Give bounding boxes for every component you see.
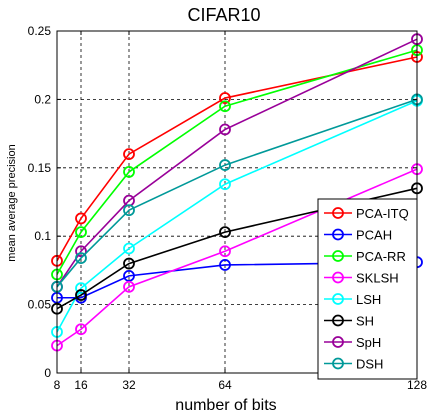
chart-title: CIFAR10 xyxy=(187,5,260,25)
x-tick-label: 128 xyxy=(407,378,427,392)
data-point-sklsh xyxy=(123,280,135,293)
legend-marker-pca-itq xyxy=(332,207,344,219)
data-point-lsh xyxy=(123,242,135,255)
data-point-sh xyxy=(75,289,87,301)
legend-marker-lsh xyxy=(332,293,344,305)
legend-label-sh: SH xyxy=(356,314,374,329)
data-point-pcah xyxy=(219,259,231,271)
axes: 8 16 32 64 128 0 0.05 0.1 0.15 0.2 0.25 xyxy=(28,24,428,392)
legend-box xyxy=(317,198,418,380)
legend-label-lsh: LSH xyxy=(356,292,381,307)
y-tick-label: 0.1 xyxy=(34,229,51,243)
series-line-sph xyxy=(56,38,418,288)
data-point-sh xyxy=(219,226,231,238)
data-point-dsh xyxy=(123,204,135,217)
data-point-sh xyxy=(123,257,135,270)
series-line-pcah xyxy=(57,261,418,299)
legend-label-sklsh: SKLSH xyxy=(356,271,399,286)
y-axis-label: mean average precision xyxy=(6,144,18,261)
legend: PCA-ITQ PCAH PCA-RR SKLSH LSH SH SpH DSH xyxy=(317,198,418,380)
x-tick-label: 8 xyxy=(54,378,61,392)
data-point-pca-rr xyxy=(75,226,87,238)
data-point-pca-itq xyxy=(219,92,231,104)
legend-label-pca-rr: PCA-RR xyxy=(356,249,406,264)
data-point-sph xyxy=(219,123,231,136)
series-line-sh xyxy=(56,187,418,310)
series-line-lsh xyxy=(56,100,418,333)
data-point-dsh xyxy=(75,252,87,264)
data-point-lsh xyxy=(219,178,231,191)
data-point-pca-rr xyxy=(123,166,135,178)
data-point-dsh xyxy=(219,159,231,171)
x-tick-label: 64 xyxy=(218,378,232,392)
x-tick-label: 32 xyxy=(122,378,136,392)
data-point-sklsh xyxy=(219,245,231,258)
data-point-pca-itq xyxy=(75,212,87,225)
y-tick-label: 0.25 xyxy=(28,24,52,38)
data-point-pca-itq xyxy=(123,148,135,161)
data-point-pcah xyxy=(123,269,135,282)
legend-marker-sklsh xyxy=(332,271,344,284)
legend-marker-pca-rr xyxy=(332,250,344,262)
legend-marker-sh xyxy=(332,314,344,327)
series-line-dsh xyxy=(56,98,418,288)
x-axis-label: number of bits xyxy=(175,397,276,414)
y-tick-label: 0 xyxy=(44,366,51,380)
legend-label-pcah: PCAH xyxy=(356,228,392,243)
legend-label-sph: SpH xyxy=(356,335,381,350)
legend-marker-dsh xyxy=(332,357,344,370)
series-line-pca-itq xyxy=(56,56,418,262)
series-line-pca-rr xyxy=(56,49,418,275)
legend-marker-sph xyxy=(332,336,344,348)
legend-marker-pcah xyxy=(332,228,344,241)
grid xyxy=(57,31,417,373)
data-point-sklsh xyxy=(75,323,87,336)
y-tick-label: 0.15 xyxy=(28,161,52,175)
y-tick-label: 0.05 xyxy=(28,298,52,312)
legend-label-dsh: DSH xyxy=(356,357,383,372)
series-line-sklsh xyxy=(56,168,418,347)
x-tick-label: 16 xyxy=(74,378,88,392)
series-lines xyxy=(51,33,423,352)
data-point-sph xyxy=(75,245,87,258)
legend-label-pca-itq: PCA-ITQ xyxy=(356,206,409,221)
data-point-lsh xyxy=(75,282,87,295)
data-point-pca-rr xyxy=(219,100,231,113)
y-tick-label: 0.2 xyxy=(34,92,51,106)
